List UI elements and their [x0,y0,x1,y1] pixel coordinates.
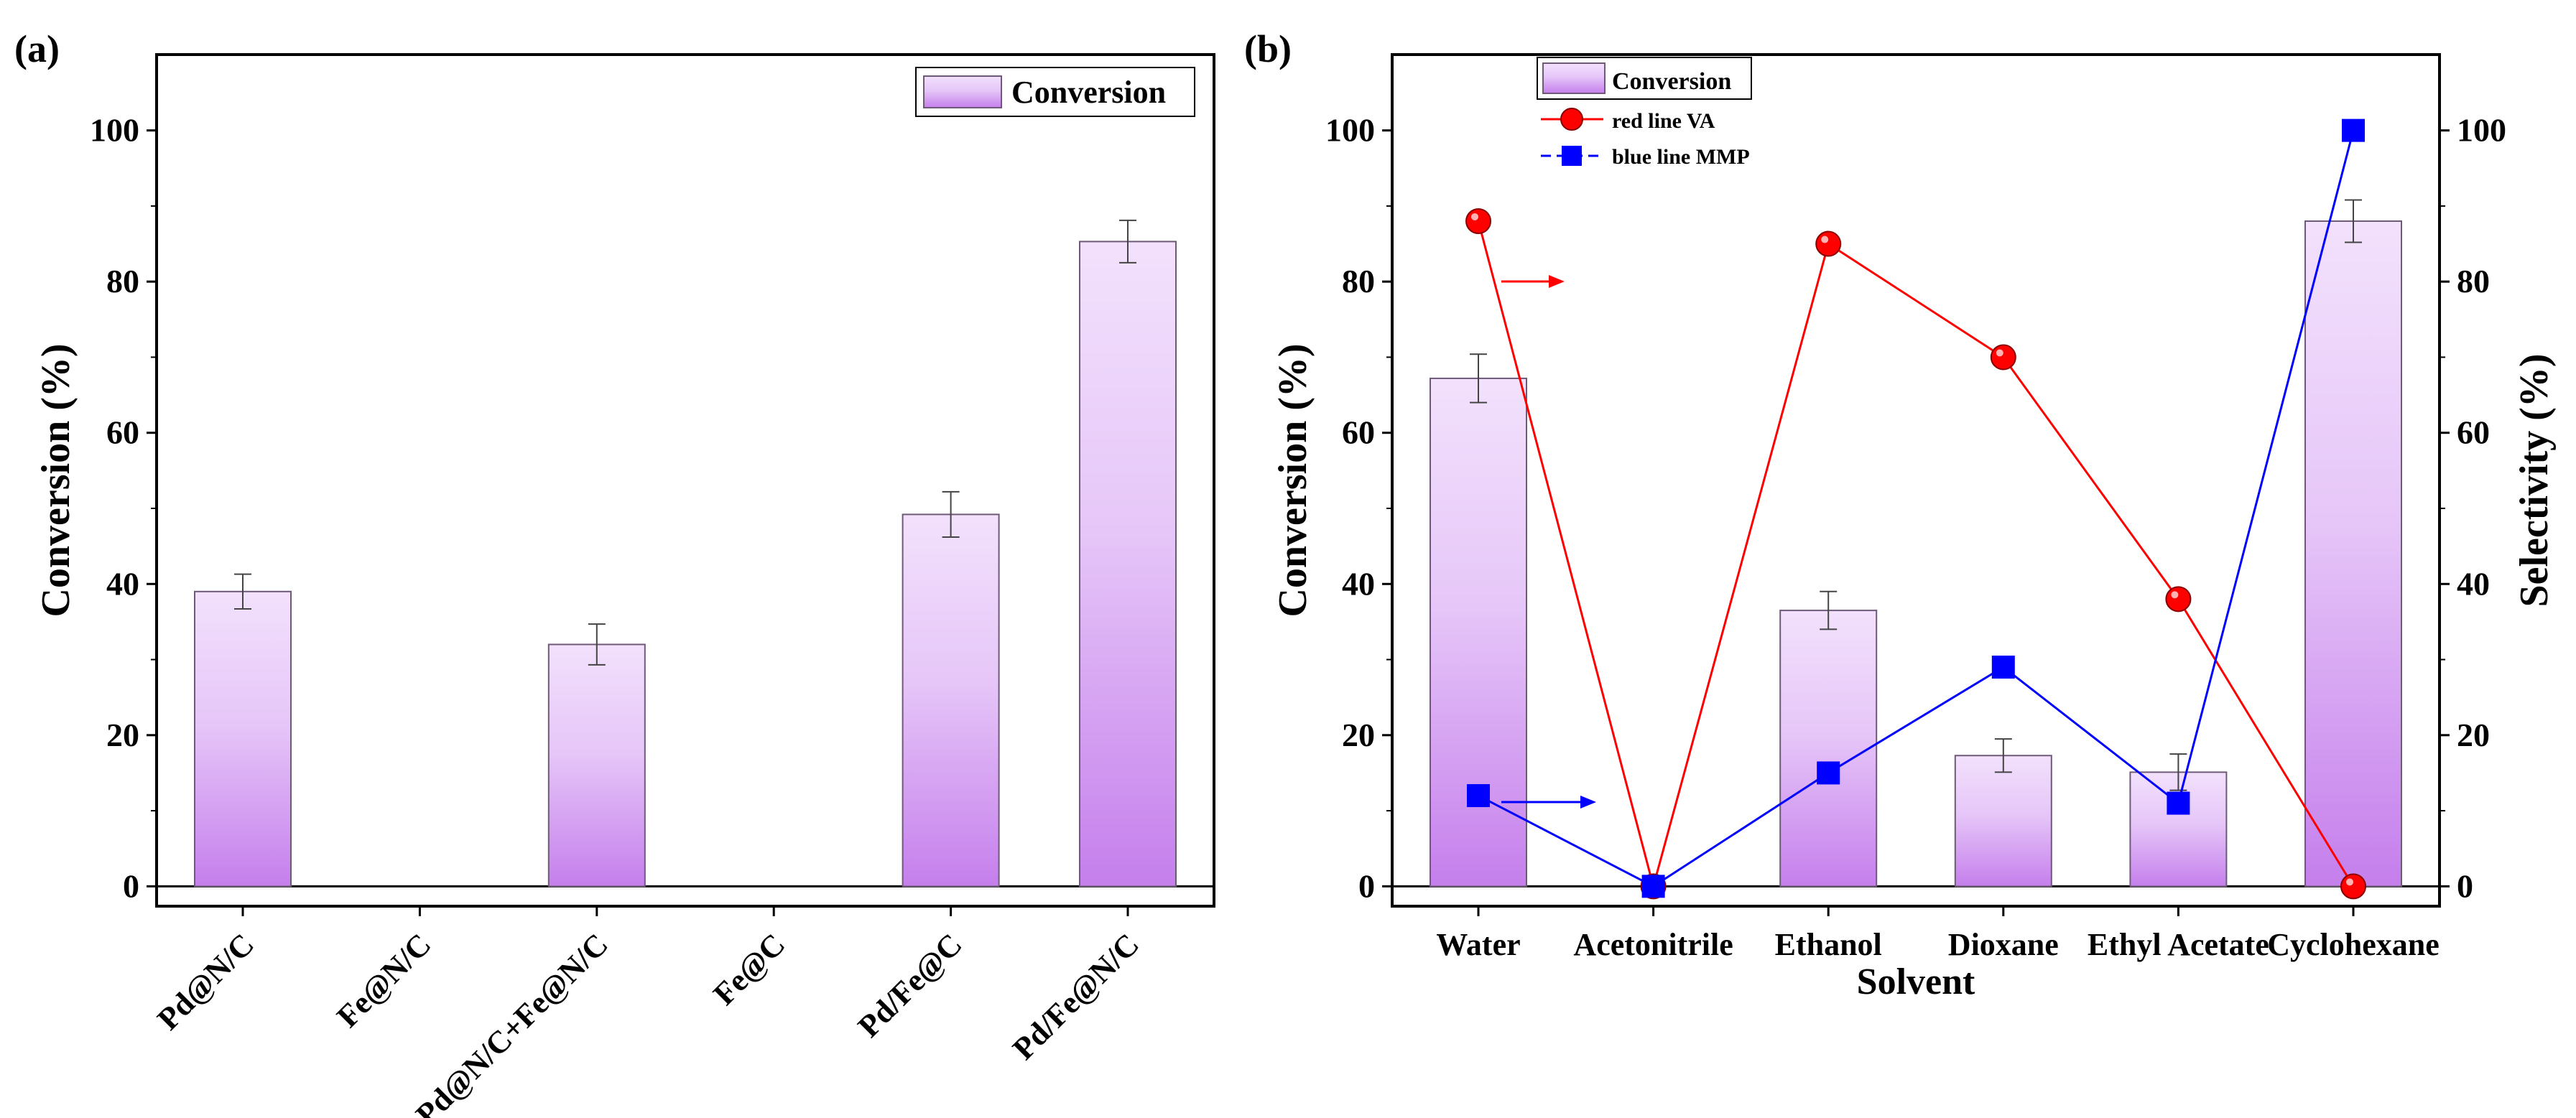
y-tick-label: 100 [90,112,139,149]
va-point [1465,208,1491,234]
x-tick-label: Pd/Fe@N/C [1006,926,1146,1066]
mmp-point [2167,791,2190,815]
plot-frame [1391,53,2441,908]
y-tick-label: 40 [1342,565,1375,602]
y-tick-label-right: 40 [2457,565,2490,602]
x-tick-label: Dioxane [1948,927,2059,962]
bar [902,513,1000,888]
x-axis-label: Solvent [1857,961,1975,1002]
legend-label-conversion: Conversion [1612,68,1731,95]
panel-b-solvent-chart: (b) 0 0 20 20 40 40 60 60 80 80 100 100 Conversion (%… [1244,27,2557,1002]
y-tick-label-right: 0 [2457,867,2473,904]
axis-arrow-head [1549,275,1565,288]
plot-frame [155,53,1215,908]
y-tick-label: 20 [1342,717,1375,753]
panel-label: (a) [14,27,60,70]
legend-swatch-conversion [923,75,1002,108]
x-tick-label: Pd@N/C [151,926,261,1036]
va-point-highlight [1996,349,2003,357]
va-point-highlight [2171,591,2179,599]
bar [1954,755,2052,888]
va-point [2165,586,2192,612]
bar [1079,241,1177,888]
bar [2129,771,2228,888]
va-point [1990,344,2016,371]
va-point-highlight [1821,236,1829,243]
va-point-highlight [1471,213,1478,220]
y-tick-label: 0 [123,867,139,904]
legend: Conversion red line VA blue line MMP [1537,57,1752,169]
x-tick-label: Ethyl Acetate [2088,927,2269,962]
y-tick-label: 80 [106,263,139,299]
y-tick-label: 60 [1342,414,1375,451]
panel-label: (b) [1244,27,1292,70]
legend-marker-mmp [1562,146,1582,166]
y-tick-label: 80 [1342,263,1375,299]
legend-label-va: red line VA [1612,109,1715,133]
y-tick-label-right: 80 [2457,263,2490,299]
y-axis-label: Conversion (%) [34,343,78,617]
bar [547,643,646,888]
legend-label-mmp: blue line MMP [1612,145,1750,169]
mmp-point [1991,656,2015,679]
y-tick-label-right: 60 [2457,414,2490,451]
y-tick-label-right: 20 [2457,717,2490,753]
va-point [2340,873,2366,900]
legend-marker-va [1560,108,1583,131]
x-tick-label: Water [1436,927,1520,962]
y-tick-label: 0 [1358,867,1375,904]
y-axis-label: Conversion (%) [1271,343,1315,617]
bar [1430,377,1527,888]
x-tick-label: Fe@N/C [330,926,437,1034]
va-point-highlight [2346,878,2353,886]
legend-label-conversion: Conversion [1011,75,1166,110]
series-line-1 [1477,220,2355,891]
panel-a-conversion-chart: (a) 0 20 40 60 80 100 Conversion (%) Pd@N/C Fe@N/… [14,27,1215,1118]
mmp-point [1641,875,1665,898]
y-axis-label-right: Selectivity (%) [2512,354,2557,607]
mmp-point [1817,761,1840,785]
axis-arrow-head [1580,796,1596,809]
legend-swatch-conversion [1542,62,1606,94]
x-tick-label: Pd/Fe@C [851,926,969,1044]
x-tick-label: Fe@C [706,926,792,1012]
series-line-2 [1478,130,2355,888]
legend: Conversion [915,67,1195,117]
mmp-point [2342,118,2365,142]
y-tick-label: 40 [106,565,139,602]
bar [194,590,292,888]
bar [1779,610,1878,888]
y-tick-label: 100 [1325,112,1375,149]
va-point [1815,230,1842,257]
y-tick-label: 60 [106,414,139,451]
y-tick-label-right: 100 [2457,112,2506,149]
x-tick-label: Ethanol [1775,927,1882,962]
mmp-point [1467,784,1490,808]
y-tick-label: 20 [106,717,139,753]
x-tick-label: Acetonitrile [1573,927,1733,962]
bar [2304,220,2402,888]
x-tick-label: Pd@N/C+Fe@N/C [409,926,615,1118]
x-tick-label: Cyclohexane [2267,927,2440,962]
